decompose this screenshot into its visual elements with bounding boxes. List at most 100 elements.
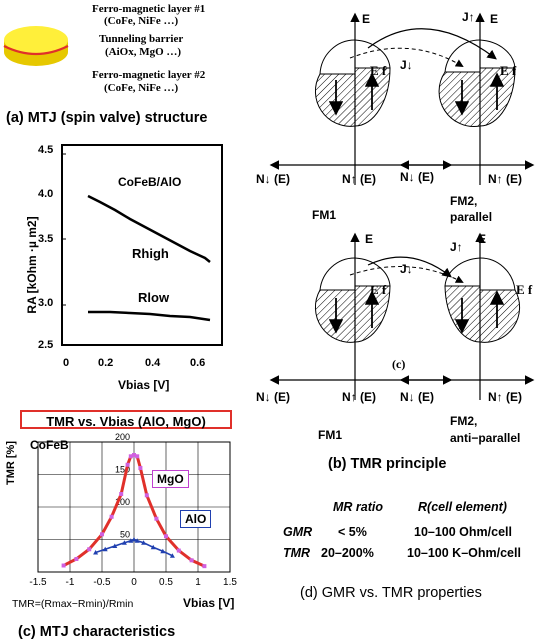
mtj-disk-illustration: [3, 26, 69, 66]
tmr-data-point: [189, 558, 194, 563]
tmr-principle-caption: (b) TMR principle: [328, 456, 447, 472]
fermi-level-label: E f: [516, 282, 533, 297]
mtj-caption: (a) MTJ (spin valve) structure: [6, 110, 208, 126]
ra-xlabel: Vbias [V]: [118, 378, 170, 392]
layer1-material: (CoFe, NiFe …): [104, 15, 179, 27]
tmr-data-point: [128, 454, 133, 459]
tmr-data-point: [169, 553, 175, 558]
j-up-label: J↑: [450, 240, 463, 254]
tmr-formula: TMR=(Rmax−Rmin)/Rmin: [12, 598, 134, 610]
fm2-anti-label: FM2,: [450, 414, 478, 428]
layer1-title: Ferro-magnetic layer #1: [92, 3, 206, 15]
ra-xtick: 0.2: [98, 357, 114, 369]
row-name: TMR: [283, 546, 311, 560]
dos-down-label: N↓ (E): [400, 170, 434, 184]
dos-up-label: N↑ (E): [342, 390, 376, 404]
dos-down-label: N↓ (E): [256, 390, 290, 404]
energy-axis-label: E: [362, 12, 371, 26]
tmr-xtick: 1.5: [223, 577, 237, 588]
tmr-chart: 200 150 100 50 -1.5 -1 -0.5 0 0.5 1 1.5: [29, 432, 237, 588]
tmr-data-point: [128, 538, 134, 543]
dos-down-label: N↓ (E): [256, 172, 290, 186]
tmr-data-point: [135, 454, 140, 459]
ra-ytick: 4.0: [38, 188, 54, 200]
tmr-data-point: [93, 550, 99, 555]
tmr-data-point: [61, 563, 66, 568]
j-down-label: J↓: [400, 262, 413, 276]
j-up-label: J↑: [462, 10, 475, 24]
ra-xtick: 0.6: [190, 357, 206, 369]
ra-ytick: 3.0: [38, 297, 54, 309]
tmr-data-point: [131, 537, 137, 542]
c-label: (c): [392, 357, 406, 371]
ra-xtick: 0: [63, 357, 70, 369]
barrier-material: (AiOx, MgO …): [105, 46, 182, 58]
energy-axis-label: E: [490, 12, 499, 26]
layer2-title: Ferro-magnetic layer #2: [92, 69, 206, 81]
fermi-level-label: E f: [370, 63, 387, 78]
dos-up-label: N↑ (E): [342, 172, 376, 186]
tmr-data-point: [202, 564, 207, 569]
tmr-data-point: [138, 466, 143, 470]
barrier-title: Tunneling barrier: [99, 33, 184, 45]
layer2-material: (CoFe, NiFe …): [104, 82, 179, 94]
ra-ylabel: RA [kOhm ·µ m2]: [25, 216, 39, 314]
tmr-xtick: -1.5: [29, 577, 47, 588]
tmr-data-point: [102, 546, 108, 552]
tmr-data-point: [121, 540, 127, 545]
properties-caption: (d) GMR vs. TMR properties: [300, 585, 482, 601]
dos-down-label: N↓ (E): [400, 390, 434, 404]
tmr-ytick: 100: [115, 497, 130, 507]
tmr-data-point: [112, 543, 118, 548]
characteristics-caption: (c) MTJ characteristics: [18, 624, 176, 640]
tmr-data-point: [160, 548, 166, 554]
fermi-level-label: E f: [500, 63, 517, 78]
tmr-data-point: [176, 548, 181, 553]
dos-up-label: N↑ (E): [488, 390, 522, 404]
tmr-data-point: [141, 540, 147, 545]
tmr-data-point: [132, 453, 136, 457]
tmr-xtick: -0.5: [93, 577, 111, 588]
rhigh-curve: [87, 194, 211, 263]
tmr-xtick: 1: [195, 577, 201, 588]
fm1-label: FM1: [318, 428, 342, 442]
ra-material-label: CoFeB/AlO: [118, 175, 182, 189]
fm1-label: FM1: [312, 208, 336, 222]
tmr-data-point: [144, 493, 149, 498]
energy-axis-label: E: [478, 232, 487, 246]
row-ratio: 20–200%: [321, 546, 374, 560]
tmr-data-point: [125, 462, 130, 467]
ra-xtick: 0.4: [145, 357, 161, 369]
tmr-data-point: [134, 538, 140, 543]
row-r: 10–100 K–Ohm/cell: [407, 546, 521, 560]
tmr-xtick: 0.5: [159, 577, 173, 588]
fermi-level-label: E f: [370, 282, 387, 297]
dos-up-label: N↑ (E): [488, 172, 522, 186]
rlow-curve: [88, 310, 211, 322]
ra-ytick: 4.5: [38, 144, 54, 156]
ra-ytick: 3.5: [38, 233, 54, 245]
fm2-parallel-label: FM2,: [450, 194, 478, 208]
tmr-data-point: [74, 557, 79, 561]
tmr-ytick: 150: [115, 465, 130, 475]
col-r-cell: R(cell element): [418, 500, 507, 514]
row-ratio: < 5%: [338, 525, 367, 539]
tmr-xtick: -1: [66, 577, 75, 588]
tmr-data-point: [109, 514, 114, 519]
tmr-xlabel: Vbias [V]: [183, 596, 235, 610]
j-down-label: J↓: [400, 58, 413, 72]
fm2-parallel-label: parallel: [450, 210, 493, 224]
row-r: 10–100 Ohm/cell: [414, 525, 512, 539]
rlow-label: Rlow: [138, 290, 170, 305]
row-name: GMR: [283, 525, 313, 539]
alo-legend-label: AlO: [180, 510, 212, 528]
tmr-principle-diagram: [269, 12, 535, 400]
fm2-anti-label: anti−parallel: [450, 431, 521, 445]
tmr-data-point: [164, 534, 168, 539]
tmr-xtick: 0: [131, 577, 137, 588]
energy-axis-label: E: [365, 232, 374, 246]
mgo-legend-label: MgO: [152, 470, 189, 488]
tmr-chart-title: TMR vs. Vbias (AlO, MgO): [20, 410, 232, 429]
ra-plot: [61, 144, 223, 346]
ra-plot-frame: [61, 144, 223, 346]
